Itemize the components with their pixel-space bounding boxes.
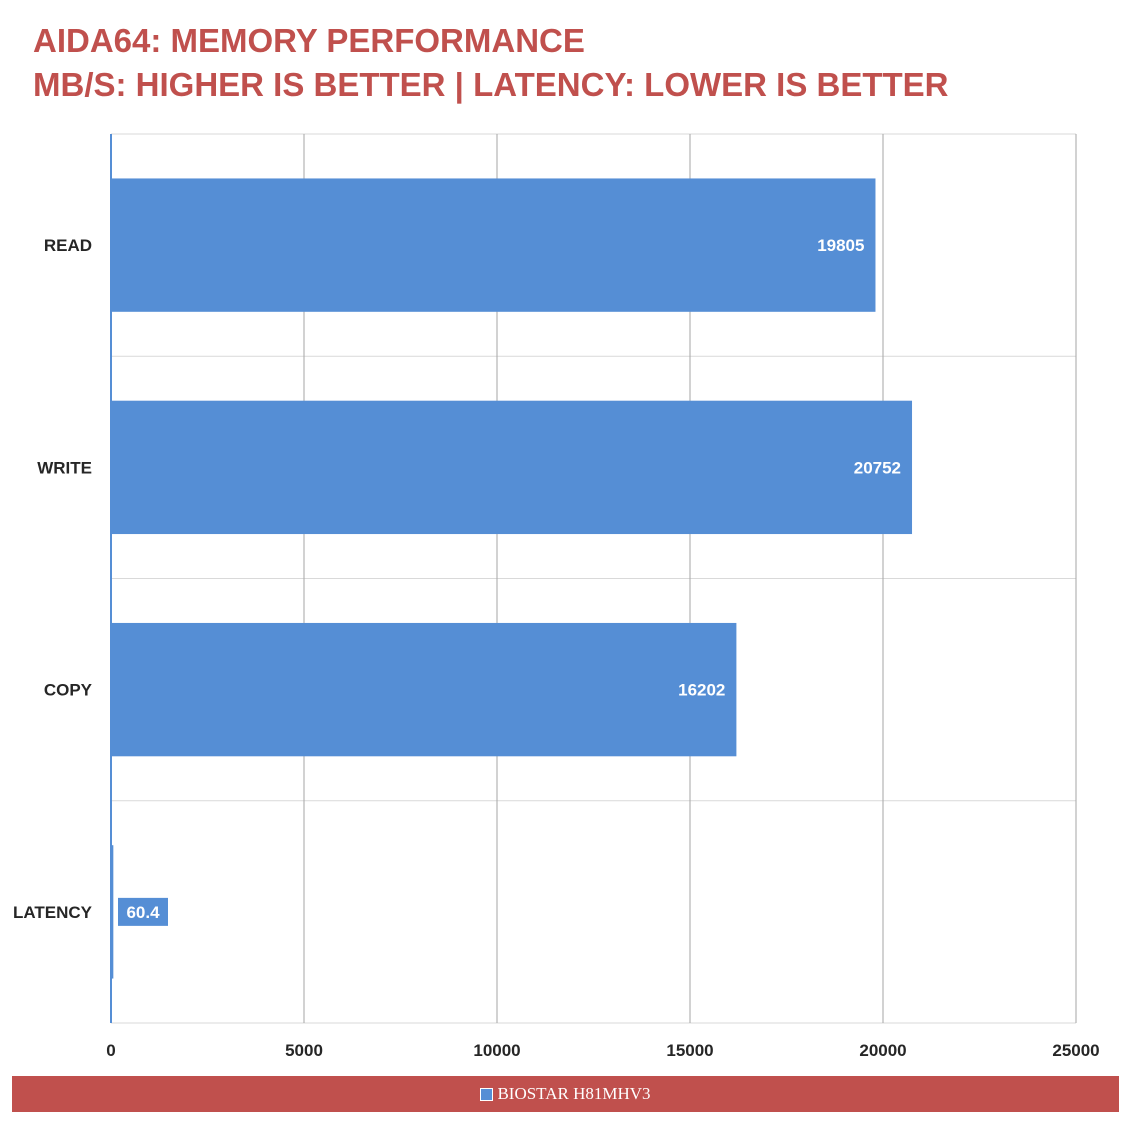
- bar-latency: [111, 845, 114, 979]
- bar-write: [111, 400, 913, 535]
- chart-title: AIDA64: MEMORY PERFORMANCE: [33, 22, 585, 59]
- bar-copy: [111, 622, 737, 757]
- bar-read: [111, 178, 876, 312]
- category-label: WRITE: [37, 458, 92, 477]
- x-tick-label: 15000: [666, 1041, 713, 1060]
- x-tick-label: 25000: [1052, 1041, 1099, 1060]
- x-tick-label: 0: [106, 1041, 115, 1060]
- bar-chart: 0 5000 10000 15000 20000 25000 READ 19805 WRITE 2…: [13, 133, 1100, 1060]
- data-label: 19805: [817, 236, 864, 255]
- data-label: 20752: [854, 458, 901, 477]
- data-label-box: [118, 897, 168, 926]
- legend-entry: BIOSTAR H81MHV3: [497, 1084, 651, 1103]
- bars: [111, 178, 913, 979]
- data-label: 16202: [678, 681, 725, 700]
- legend-swatch: [480, 1087, 494, 1101]
- category-label: LATENCY: [13, 903, 93, 922]
- category-label: COPY: [44, 681, 93, 700]
- x-tick-label: 20000: [859, 1041, 906, 1060]
- x-tick-label: 5000: [285, 1041, 323, 1060]
- x-tick-label: 10000: [473, 1041, 520, 1060]
- chart-subtitle: MB/S: HIGHER IS BETTER | LATENCY: LOWER …: [33, 66, 949, 103]
- data-label: 60.4: [126, 903, 160, 922]
- category-label: READ: [44, 236, 92, 255]
- legend: BIOSTAR H81MHV3: [12, 1076, 1119, 1112]
- labels: 0 5000 10000 15000 20000 25000 READ 19805 WRITE 2…: [13, 236, 1100, 1060]
